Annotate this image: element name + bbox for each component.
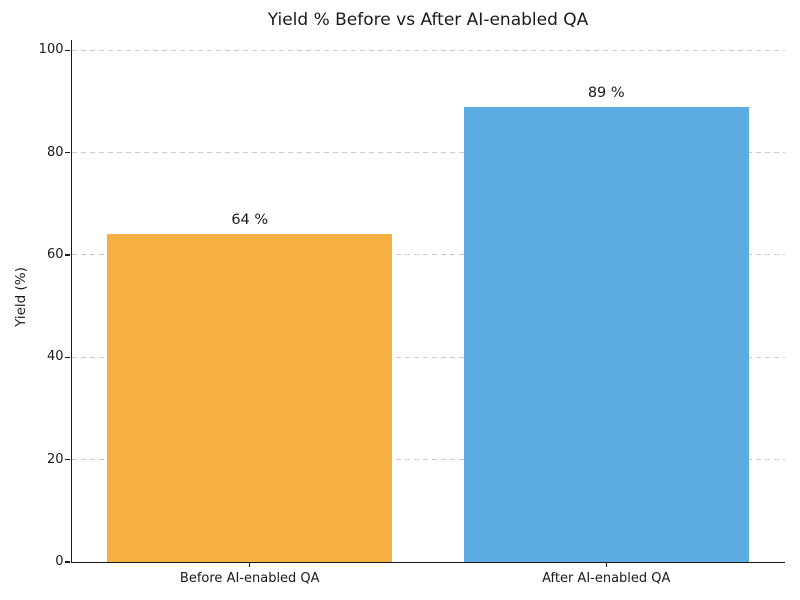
y-tick-mark: [65, 356, 70, 358]
y-tick-label: 40: [46, 349, 64, 365]
bar-value-label: 64 %: [231, 212, 269, 229]
y-tick-mark: [65, 254, 70, 256]
bar-before: [107, 234, 393, 562]
gridline: [71, 356, 785, 358]
gridline: [71, 49, 785, 51]
x-tick-label: After AI-enabled QA: [542, 571, 671, 586]
y-tick-mark: [65, 561, 70, 563]
bar-after: [463, 106, 749, 562]
y-axis-label: Yield (%): [13, 267, 29, 327]
y-tick-mark: [65, 458, 70, 461]
x-tick-mark: [249, 562, 251, 567]
chart-title: Yield % Before vs After AI-enabled QA: [267, 10, 589, 30]
gridline: [71, 459, 785, 461]
bar-value-label: 89 %: [587, 84, 625, 101]
gridline: [71, 152, 785, 154]
y-tick-label: 100: [38, 42, 64, 58]
y-tick-label: 80: [46, 144, 64, 160]
y-tick-mark: [65, 151, 70, 154]
y-tick-label: 0: [55, 554, 64, 569]
y-tick-label: 20: [46, 451, 64, 467]
y-tick-label: 60: [46, 246, 64, 262]
gridline: [71, 254, 785, 256]
x-tick-mark: [605, 562, 607, 567]
plot-area: 0 20 40 60 80 100 64 % Before AI-enabled QA 89 %…: [39, 40, 785, 586]
x-tick-label: Before AI-enabled QA: [179, 571, 320, 586]
y-tick-mark: [65, 49, 70, 51]
